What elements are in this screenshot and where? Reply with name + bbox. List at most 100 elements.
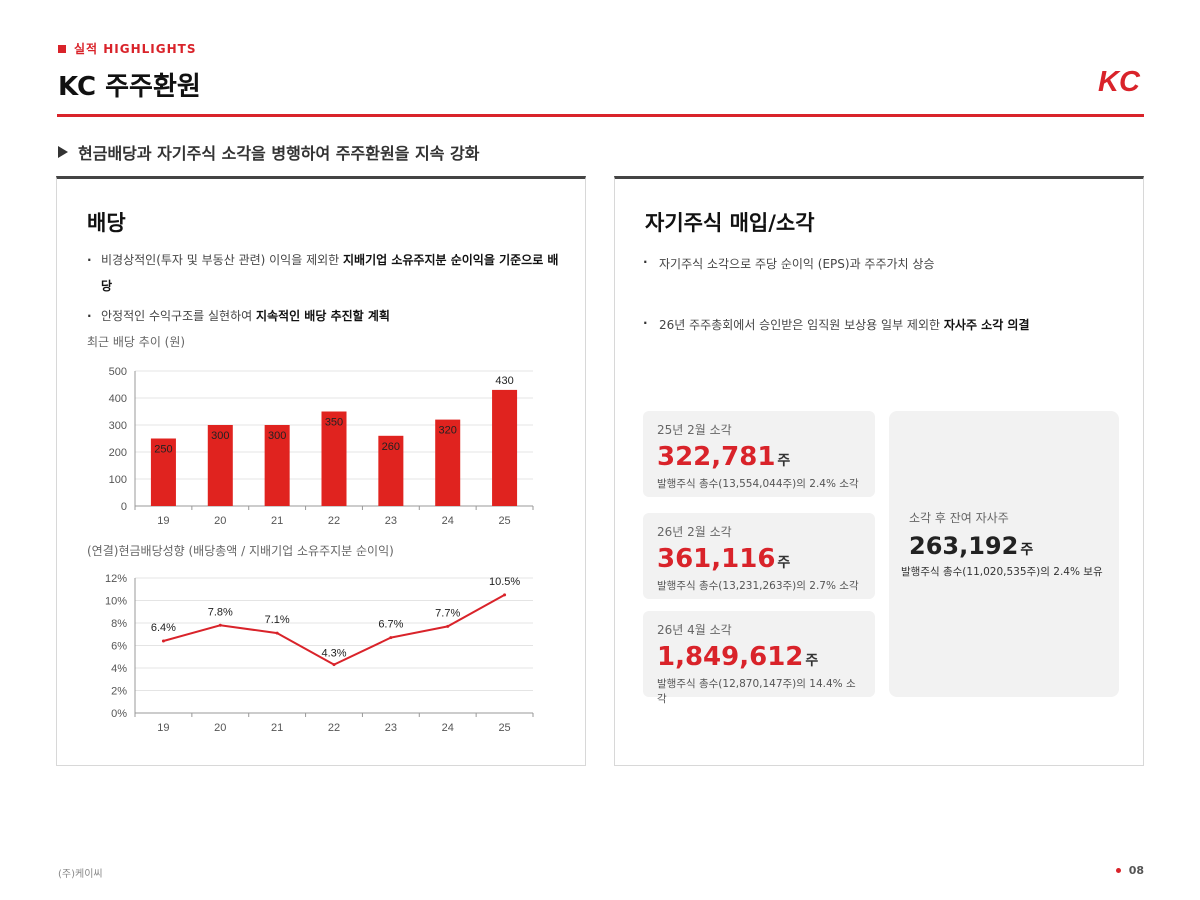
section-tag-square bbox=[58, 44, 66, 53]
buyback-card-3-value-row: 1,849,612 주 bbox=[657, 642, 861, 672]
dividend-chart-label: 최근 배당 추이 (원) bbox=[87, 335, 186, 349]
buyback-card-1-value: 322,781 bbox=[657, 442, 776, 472]
page-subtitle: 현금배당과 자기주식 소각을 병행하여 주주환원을 지속 강화 bbox=[58, 140, 479, 164]
buyback-card-1-label: 25년 2월 소각 bbox=[657, 423, 732, 437]
section-tag: 실적 HIGHLIGHTS bbox=[58, 40, 197, 57]
y-tick-label: 100 bbox=[109, 474, 127, 486]
dividend-bullet-2: 안정적인 수익구조를 실현하여 지속적인 배당 추진할 계획 bbox=[87, 303, 567, 329]
page-number: 08 bbox=[1128, 864, 1144, 877]
data-label: 350 bbox=[325, 417, 343, 429]
dividend-bar-chart: 0 100 200 300 400 500 19 20 21 22 23 24 25 250 300 300 3… bbox=[109, 366, 534, 527]
x-tick-label: 20 bbox=[214, 515, 226, 527]
footer-company: (주)케이씨 bbox=[58, 869, 103, 880]
y-tick-label: 500 bbox=[109, 366, 127, 378]
buyback-title: 자기주식 매입/소각 bbox=[645, 211, 815, 235]
buyback-card-3-label: 26년 4월 소각 bbox=[657, 623, 732, 637]
data-label: 260 bbox=[382, 441, 400, 453]
data-point bbox=[275, 631, 279, 635]
dividend-bullets: 비경상적인(투자 및 부동산 관련) 이익을 제외한 지배기업 소유주지분 순이… bbox=[87, 247, 567, 333]
x-tick-label: 19 bbox=[157, 722, 169, 734]
remaining-treasury-note: 발행주식 총수(11,020,535주)의 2.4% 보유 bbox=[901, 566, 1103, 578]
remaining-treasury-card: 소각 후 잔여 자사주 263,192 주 발행주식 총수(11,020,535주… bbox=[889, 411, 1119, 697]
data-label: 7.7% bbox=[435, 607, 460, 619]
data-point bbox=[161, 639, 165, 643]
dividend-title: 배당 bbox=[87, 211, 126, 235]
page-dot-icon bbox=[1115, 868, 1121, 873]
y-tick-label: 300 bbox=[109, 420, 127, 432]
page-subtitle-text: 현금배당과 자기주식 소각을 병행하여 주주환원을 지속 강화 bbox=[78, 144, 480, 163]
data-point bbox=[503, 593, 507, 597]
bar bbox=[207, 425, 233, 506]
buyback-bullet-2: 26년 주주총회에서 승인받은 임직원 보상용 일부 제외한 자사주 소각 의결 bbox=[643, 316, 1123, 333]
x-tick-label: 20 bbox=[214, 722, 226, 734]
dividend-panel: 배당 비경상적인(투자 및 부동산 관련) 이익을 제외한 지배기업 소유주지분… bbox=[56, 176, 586, 766]
data-label: 6.7% bbox=[378, 619, 403, 631]
buyback-bullet-2-plain: 26년 주주총회에서 승인받은 임직원 보상용 일부 제외한 bbox=[659, 318, 944, 332]
buyback-card-1-unit: 주 bbox=[777, 453, 791, 469]
data-label: 6.4% bbox=[151, 622, 176, 634]
buyback-card-3: 26년 4월 소각 1,849,612 주 발행주식 총수(12,870,147주… bbox=[643, 611, 875, 705]
x-tick-label: 21 bbox=[271, 722, 283, 734]
section-tag-text: 실적 HIGHLIGHTS bbox=[74, 42, 197, 56]
remaining-treasury-label: 소각 후 잔여 자사주 bbox=[909, 511, 1009, 525]
triangle-bullet-icon bbox=[58, 146, 68, 158]
page-title: KC 주주환원 bbox=[58, 72, 201, 102]
dividend-bullet-1-plain: 비경상적인(투자 및 부동산 관련) 이익을 제외한 bbox=[101, 253, 344, 267]
buyback-card-3-note: 발행주식 총수(12,870,147주)의 14.4% 소각 bbox=[657, 678, 856, 705]
buyback-card-2-unit: 주 bbox=[777, 555, 791, 571]
buyback-panel: 자기주식 매입/소각 자기주식 소각으로 주당 순이익 (EPS)과 주주가치 … bbox=[614, 176, 1144, 766]
y-tick-label: 0% bbox=[111, 708, 127, 720]
data-label: 7.8% bbox=[208, 606, 233, 618]
buyback-card-1: 25년 2월 소각 322,781 주 발행주식 총수(13,554,044주)의… bbox=[643, 411, 875, 497]
y-tick-label: 10% bbox=[105, 596, 127, 608]
buyback-card-2-value-row: 361,116 주 bbox=[657, 544, 861, 574]
buyback-card-2-label: 26년 2월 소각 bbox=[657, 525, 732, 539]
bar bbox=[321, 411, 347, 506]
buyback-card-1-value-row: 322,781 주 bbox=[657, 442, 861, 472]
buyback-card-3-value: 1,849,612 bbox=[657, 642, 804, 672]
buyback-bullet-1-plain: 자기주식 소각으로 주당 순이익 (EPS)과 주주가치 상승 bbox=[659, 257, 935, 271]
x-tick-label: 21 bbox=[271, 515, 283, 527]
bar bbox=[264, 425, 290, 506]
y-tick-label: 6% bbox=[111, 641, 127, 653]
buyback-bullet-1: 자기주식 소각으로 주당 순이익 (EPS)과 주주가치 상승 bbox=[643, 255, 1123, 272]
buyback-bullet-2-bold: 자사주 소각 의결 bbox=[943, 318, 1030, 332]
x-tick-label: 25 bbox=[498, 515, 510, 527]
data-point bbox=[218, 623, 222, 627]
x-tick-label: 23 bbox=[385, 515, 397, 527]
data-label: 4.3% bbox=[321, 648, 346, 660]
y-tick-label: 400 bbox=[109, 393, 127, 405]
x-tick-label: 25 bbox=[498, 722, 510, 734]
bar bbox=[435, 419, 461, 506]
kc-logo-text: KC bbox=[1098, 66, 1141, 96]
data-label: 300 bbox=[268, 430, 286, 442]
y-tick-label: 4% bbox=[111, 663, 127, 675]
data-point bbox=[446, 624, 450, 628]
buyback-card-2-note: 발행주식 총수(13,231,263주)의 2.7% 소각 bbox=[657, 580, 859, 592]
remaining-treasury-value: 263,192 bbox=[909, 532, 1019, 560]
x-tick-label: 22 bbox=[328, 722, 340, 734]
x-tick-label: 19 bbox=[157, 515, 169, 527]
dividend-bullet-1: 비경상적인(투자 및 부동산 관련) 이익을 제외한 지배기업 소유주지분 순이… bbox=[87, 247, 567, 299]
data-point bbox=[389, 636, 393, 640]
data-label: 7.1% bbox=[265, 614, 290, 626]
dividend-bullet-2-bold: 지속적인 배당 추진할 계획 bbox=[255, 309, 390, 323]
data-label: 300 bbox=[211, 430, 229, 442]
y-tick-label: 200 bbox=[109, 447, 127, 459]
data-label: 430 bbox=[495, 375, 513, 387]
buyback-bullets: 자기주식 소각으로 주당 순이익 (EPS)과 주주가치 상승 26년 주주총회… bbox=[643, 255, 1123, 333]
buyback-card-3-unit: 주 bbox=[805, 653, 819, 669]
bar bbox=[492, 389, 518, 506]
buyback-card-1-note: 발행주식 총수(13,554,044주)의 2.4% 소각 bbox=[657, 478, 859, 490]
data-label: 250 bbox=[154, 444, 172, 456]
y-tick-label: 12% bbox=[105, 573, 127, 585]
x-tick-label: 23 bbox=[385, 722, 397, 734]
y-tick-label: 2% bbox=[111, 686, 127, 698]
header-rule bbox=[57, 114, 1144, 117]
data-label: 320 bbox=[439, 425, 457, 437]
x-tick-label: 22 bbox=[328, 515, 340, 527]
buyback-card-2: 26년 2월 소각 361,116 주 발행주식 총수(13,231,263주)의… bbox=[643, 513, 875, 599]
payout-chart-label: (연결)현금배당성향 (배당총액 / 지배기업 소유주지분 순이익) bbox=[87, 544, 394, 558]
remaining-treasury-value-row: 263,192 주 bbox=[909, 532, 1119, 560]
data-point bbox=[332, 663, 336, 667]
